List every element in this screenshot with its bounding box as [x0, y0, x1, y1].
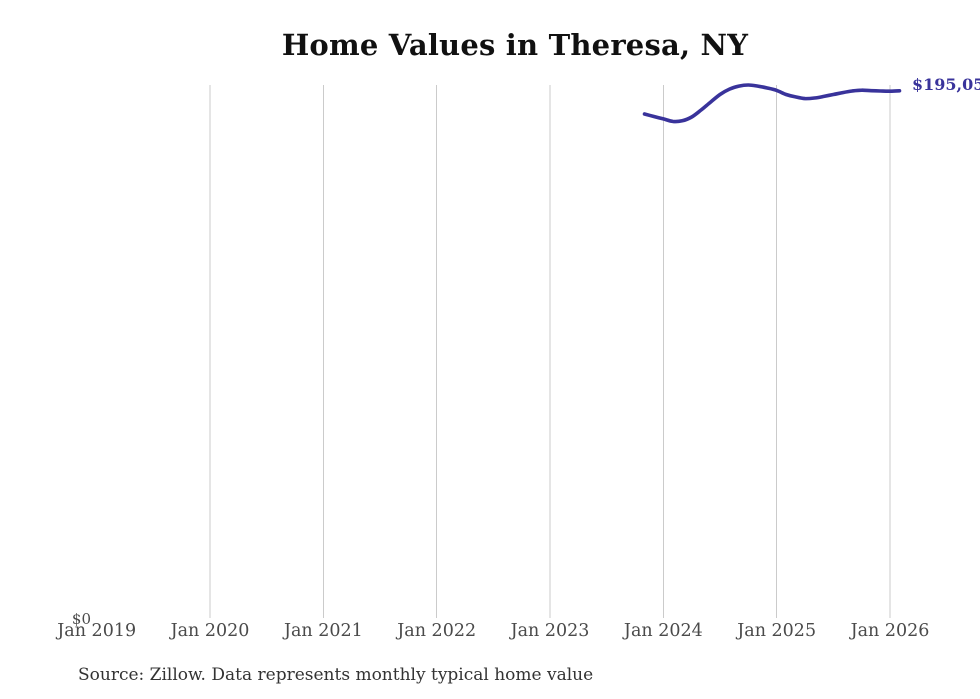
source-note: Source: Zillow. Data represents monthly … — [78, 665, 594, 685]
latest-value-label: $195,053 — [912, 75, 980, 94]
x-axis-tick-label: Jan 2019 — [57, 621, 137, 641]
chart-title: Home Values in Theresa, NY — [281, 28, 749, 62]
x-axis-tick-label: Jan 2022 — [397, 621, 477, 641]
x-axis-tick-label: Jan 2026 — [850, 621, 930, 641]
y-axis-zero-label: $0 — [71, 610, 91, 628]
x-axis-tick-label: Jan 2025 — [737, 621, 817, 641]
x-axis-tick-label: Jan 2020 — [170, 621, 250, 641]
x-axis-tick-label: Jan 2024 — [623, 621, 703, 641]
home-value-line — [642, 83, 902, 124]
x-axis-tick-label: Jan 2021 — [283, 621, 363, 641]
x-axis-tick-label: Jan 2023 — [510, 621, 590, 641]
